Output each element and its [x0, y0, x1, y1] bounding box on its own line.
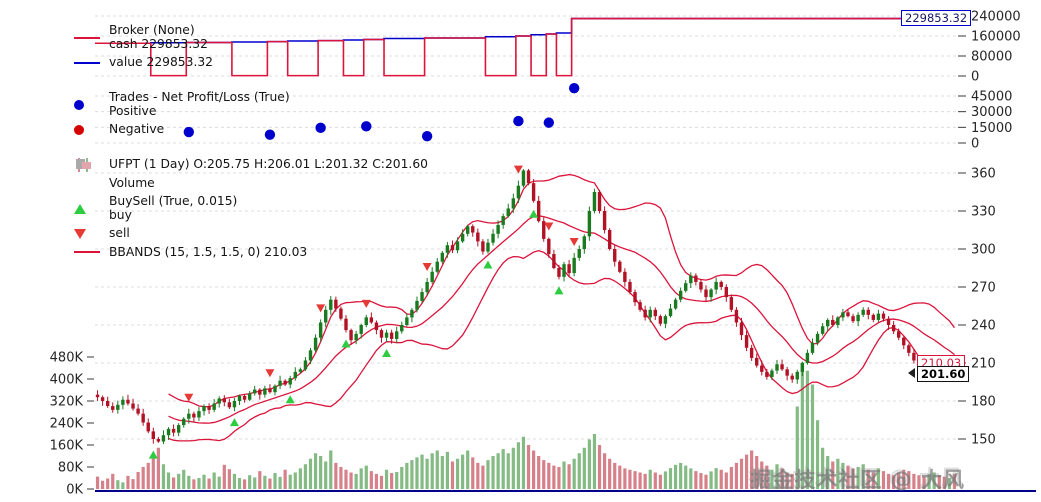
- svg-text:0K: 0K: [66, 483, 83, 498]
- svg-text:150: 150: [971, 433, 996, 448]
- svg-text:15000: 15000: [971, 121, 1012, 136]
- svg-text:160K: 160K: [50, 439, 84, 454]
- sell-triangle-icon: [74, 228, 100, 239]
- svg-text:400K: 400K: [50, 373, 84, 388]
- broker-cash-legend-row: Broker (None) cash 229853.32: [74, 23, 213, 51]
- svg-text:240: 240: [971, 319, 996, 334]
- broker-value-label: value 229853.32: [109, 55, 213, 69]
- cash-line-swatch-icon: [74, 36, 100, 39]
- broker-value-tag: 229853.32: [901, 10, 972, 26]
- buysell-title: BuySell (True, 0.015): [109, 194, 238, 208]
- buy-triangle-icon: [74, 203, 100, 214]
- svg-text:0: 0: [971, 70, 979, 85]
- broker-legend: Broker (None) cash 229853.32 value 22985…: [74, 23, 213, 70]
- bbands-label: BBANDS (15, 1.5, 1.5, 0) 210.03: [109, 244, 308, 259]
- buy-label: buy: [109, 207, 132, 222]
- broker-legend-title: Broker (None): [109, 23, 195, 37]
- svg-text:0: 0: [971, 137, 979, 152]
- volume-legend-row: Volume: [74, 159, 428, 191]
- svg-text:240K: 240K: [50, 417, 84, 432]
- trades-legend: Trades - Net Profit/Loss (True) Positive…: [74, 90, 290, 137]
- negative-dot-icon: [74, 124, 100, 135]
- svg-text:180: 180: [971, 395, 996, 410]
- svg-text:80000: 80000: [971, 50, 1012, 65]
- bbands-line-swatch-icon: [74, 251, 100, 254]
- svg-text:240000: 240000: [971, 10, 1021, 25]
- data-series-title: UFPT (1 Day) O:205.75 H:206.01 L:201.32 …: [109, 157, 428, 171]
- watermark: 掘金技术社区 @ 大风: [750, 468, 965, 492]
- svg-text:330: 330: [971, 205, 996, 220]
- svg-text:80K: 80K: [58, 461, 84, 476]
- trades-positive-legend-row: Trades - Net Profit/Loss (True) Positive: [74, 90, 290, 118]
- volume-label: Volume: [109, 175, 155, 190]
- last-price-tag: 201.60: [917, 366, 970, 382]
- svg-text:300: 300: [971, 243, 996, 258]
- svg-text:160000: 160000: [971, 30, 1021, 45]
- value-line-swatch-icon: [74, 61, 100, 64]
- last-price-arrow-icon: [908, 368, 915, 378]
- data-series-legend-row: UFPT (1 Day) O:205.75 H:206.01 L:201.32 …: [74, 157, 428, 172]
- svg-text:30000: 30000: [971, 105, 1012, 120]
- buysell-sell-legend-row: sell: [74, 226, 428, 241]
- broker-cash-label: cash 229853.32: [109, 36, 208, 51]
- trades-legend-title: Trades - Net Profit/Loss (True): [109, 90, 290, 104]
- bbands-legend-row: BBANDS (15, 1.5, 1.5, 0) 210.03: [74, 244, 428, 260]
- main-legend: UFPT (1 Day) O:205.75 H:206.01 L:201.32 …: [74, 157, 428, 260]
- trades-negative-legend-row: Negative: [74, 122, 290, 137]
- svg-text:210: 210: [971, 357, 996, 372]
- svg-text:45000: 45000: [971, 90, 1012, 105]
- svg-text:360: 360: [971, 167, 996, 182]
- broker-value-legend-row: value 229853.32: [74, 55, 213, 70]
- svg-text:270: 270: [971, 281, 996, 296]
- buysell-buy-legend-row: BuySell (True, 0.015) buy: [74, 194, 428, 222]
- svg-text:320K: 320K: [50, 395, 84, 410]
- svg-text:480K: 480K: [50, 351, 84, 366]
- sell-label: sell: [109, 226, 130, 240]
- positive-dot-icon: [74, 99, 100, 110]
- trades-negative-label: Negative: [109, 122, 165, 136]
- trades-positive-label: Positive: [109, 103, 157, 118]
